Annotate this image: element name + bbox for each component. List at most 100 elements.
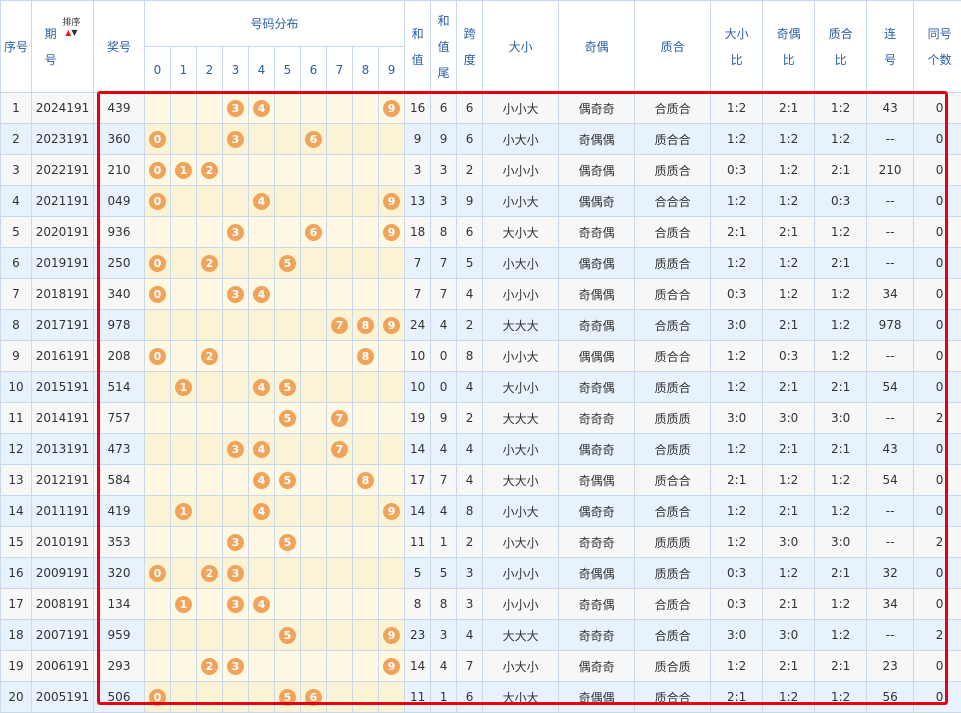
cell-digit-6 [301, 155, 327, 186]
header-period[interactable]: 期 排序 ▲▼ 号 [32, 1, 94, 93]
cell-digit-1 [171, 651, 197, 682]
cell-primecomp: 质质合 [635, 248, 711, 279]
cell-digit-7 [327, 527, 353, 558]
cell-digit-7 [327, 341, 353, 372]
cell-digit-2 [197, 620, 223, 651]
cell-pc-ratio: 2:1 [815, 558, 867, 589]
cell-digit-8 [353, 279, 379, 310]
cell-digit-8 [353, 403, 379, 434]
cell-bs-ratio: 3:0 [711, 310, 763, 341]
cell-seq: 15 [1, 527, 32, 558]
cell-bs-ratio: 1:2 [711, 248, 763, 279]
cell-bigsmall: 小大小 [483, 124, 559, 155]
cell-bigsmall: 大大小 [483, 465, 559, 496]
cell-sum-tail: 0 [431, 372, 457, 403]
cell-oe-ratio: 2:1 [763, 310, 815, 341]
cell-oe-ratio: 1:2 [763, 124, 815, 155]
cell-digit-9 [379, 558, 405, 589]
number-ball: 4 [253, 286, 270, 303]
cell-digit-9 [379, 403, 405, 434]
header-distribution: 号码分布 [145, 1, 405, 47]
header-consecutive: 连号 [867, 1, 914, 93]
cell-oe-ratio: 1:2 [763, 682, 815, 713]
cell-digit-1 [171, 558, 197, 589]
cell-sum-tail: 9 [431, 124, 457, 155]
cell-prize: 959 [94, 620, 145, 651]
cell-digit-7 [327, 589, 353, 620]
cell-digit-7 [327, 279, 353, 310]
cell-digit-7 [327, 682, 353, 713]
cell-digit-4 [249, 527, 275, 558]
cell-prize: 360 [94, 124, 145, 155]
cell-primecomp: 合质合 [635, 310, 711, 341]
table-header: 序号 期 排序 ▲▼ 号 奖号 号码分布 和值 和值尾 跨度 大小 奇偶 质合 … [1, 1, 961, 93]
cell-same-count: 0 [914, 372, 961, 403]
cell-same-count: 0 [914, 155, 961, 186]
cell-same-count: 2 [914, 620, 961, 651]
cell-digit-2 [197, 465, 223, 496]
cell-oddeven: 奇奇奇 [559, 403, 635, 434]
cell-pc-ratio: 2:1 [815, 651, 867, 682]
number-ball: 4 [253, 441, 270, 458]
cell-sum: 14 [405, 496, 431, 527]
cell-digit-9: 9 [379, 93, 405, 124]
cell-digit-4: 4 [249, 465, 275, 496]
cell-digit-9 [379, 341, 405, 372]
sort-desc-icon[interactable]: ▼ [71, 28, 77, 37]
cell-pc-ratio: 1:2 [815, 496, 867, 527]
cell-digit-1 [171, 341, 197, 372]
cell-oe-ratio: 3:0 [763, 403, 815, 434]
cell-oe-ratio: 2:1 [763, 496, 815, 527]
number-ball: 3 [227, 286, 244, 303]
cell-pc-ratio: 1:2 [815, 279, 867, 310]
cell-consecutive: 34 [867, 589, 914, 620]
sort-control[interactable]: 排序 ▲▼ [62, 18, 80, 37]
cell-consecutive: 210 [867, 155, 914, 186]
cell-span: 2 [457, 310, 483, 341]
cell-digit-9 [379, 248, 405, 279]
cell-pc-ratio: 1:2 [815, 93, 867, 124]
cell-digit-8 [353, 155, 379, 186]
cell-primecomp: 合质合 [635, 217, 711, 248]
cell-seq: 5 [1, 217, 32, 248]
cell-digit-2 [197, 279, 223, 310]
cell-same-count: 0 [914, 341, 961, 372]
cell-digit-6 [301, 341, 327, 372]
cell-digit-0: 0 [145, 682, 171, 713]
cell-pc-ratio: 1:2 [815, 124, 867, 155]
number-ball: 2 [201, 565, 218, 582]
cell-digit-6 [301, 434, 327, 465]
cell-digit-1: 1 [171, 155, 197, 186]
cell-consecutive: 32 [867, 558, 914, 589]
cell-oe-ratio: 2:1 [763, 93, 815, 124]
cell-digit-8 [353, 589, 379, 620]
number-ball: 1 [175, 162, 192, 179]
cell-prize: 134 [94, 589, 145, 620]
cell-primecomp: 质合合 [635, 341, 711, 372]
number-ball: 1 [175, 503, 192, 520]
cell-bs-ratio: 0:3 [711, 589, 763, 620]
cell-sum-tail: 3 [431, 155, 457, 186]
number-ball: 3 [227, 100, 244, 117]
cell-digit-3: 3 [223, 434, 249, 465]
cell-digit-5 [275, 496, 301, 527]
header-sum-tail: 和值尾 [431, 1, 457, 93]
cell-digit-6 [301, 372, 327, 403]
number-ball: 6 [305, 689, 322, 706]
cell-primecomp: 质合质 [635, 651, 711, 682]
number-ball: 8 [357, 348, 374, 365]
cell-primecomp: 合合合 [635, 186, 711, 217]
cell-digit-4 [249, 651, 275, 682]
number-ball: 2 [201, 255, 218, 272]
cell-sum-tail: 6 [431, 93, 457, 124]
cell-seq: 17 [1, 589, 32, 620]
header-period-line1: 期 [45, 27, 57, 41]
cell-digit-3 [223, 496, 249, 527]
cell-oddeven: 偶奇奇 [559, 651, 635, 682]
cell-sum-tail: 4 [431, 496, 457, 527]
cell-bs-ratio: 2:1 [711, 217, 763, 248]
cell-same-count: 2 [914, 403, 961, 434]
cell-sum: 10 [405, 341, 431, 372]
